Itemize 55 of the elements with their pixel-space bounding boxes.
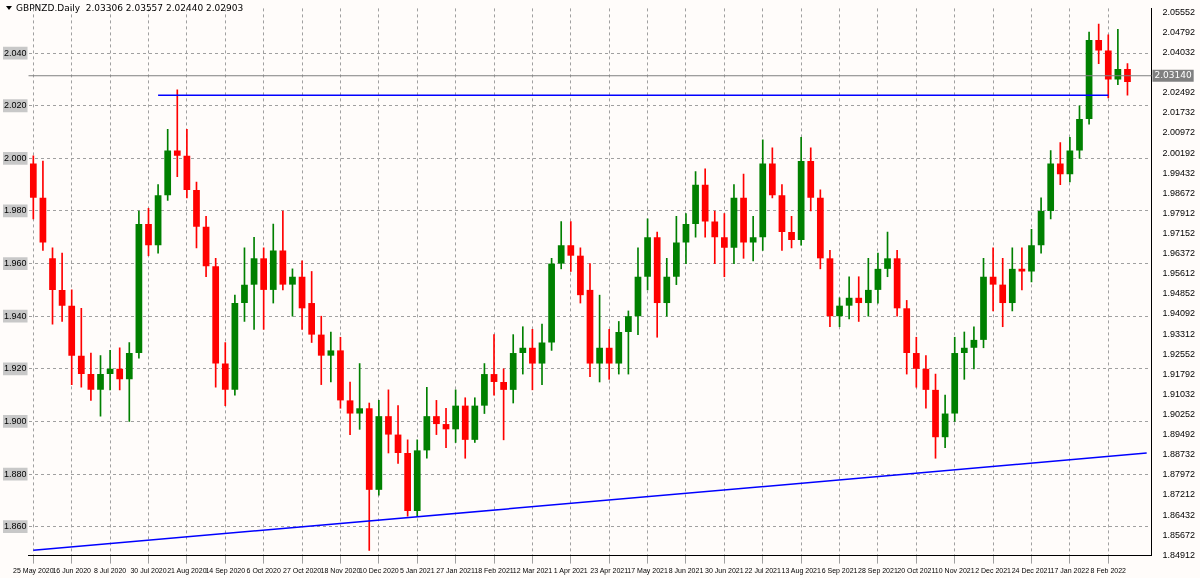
y2-tick-label: 1.89492 <box>1162 429 1196 440</box>
y2-tick-label: 2.00972 <box>1162 127 1196 138</box>
y2-tick-label: 2.00192 <box>1162 147 1196 158</box>
y2-tick-label: 1.85672 <box>1162 529 1196 540</box>
y2-tick-label: 1.96372 <box>1162 248 1196 259</box>
y-tick-label: 1.980 <box>3 205 27 216</box>
candlestick <box>77 307 85 388</box>
y2-tick-label: 1.98672 <box>1162 187 1196 198</box>
y2-tick-label: 2.04032 <box>1162 46 1196 57</box>
y2-tick-label: 2.01732 <box>1162 107 1196 118</box>
candlestick <box>567 221 575 272</box>
y2-tick-label: 1.87972 <box>1162 469 1196 480</box>
candlestick <box>173 89 181 178</box>
y2-tick-label: 1.87212 <box>1162 489 1196 500</box>
candlestick <box>970 326 978 370</box>
ref-line-label: 2.03140 <box>1154 70 1192 81</box>
y2-tick-label: 1.94092 <box>1162 308 1196 319</box>
candlestick <box>989 247 997 312</box>
candlestick <box>519 326 527 375</box>
candlestick <box>1095 23 1103 64</box>
y2-tick-label: 1.92552 <box>1162 348 1196 359</box>
y-tick-label: 1.880 <box>3 468 27 479</box>
y-tick-label: 2.000 <box>3 152 27 163</box>
y2-tick-label: 1.88732 <box>1162 449 1196 460</box>
y2-tick-label: 1.95612 <box>1162 268 1196 279</box>
y-tick-label: 1.940 <box>3 310 27 321</box>
candlestick <box>58 252 66 322</box>
chart-title: GBPNZD.Daily 2.03306 2.03557 2.02440 2.02903 <box>16 3 244 13</box>
y2-tick-label: 1.91032 <box>1162 388 1196 399</box>
candlestick <box>855 276 863 322</box>
y2-tick-label: 2.02492 <box>1162 87 1196 98</box>
candlestick <box>116 347 124 391</box>
y-tick-label: 1.900 <box>3 415 27 426</box>
y-tick-label: 1.920 <box>3 363 27 374</box>
y2-tick-label: 1.97152 <box>1162 227 1196 238</box>
y2-tick-label: 2.04792 <box>1162 26 1196 37</box>
candlestick <box>1056 142 1064 185</box>
y2-tick-label: 1.84912 <box>1162 549 1196 560</box>
y2-tick-label: 1.91792 <box>1162 368 1196 379</box>
y2-tick-label: 1.90252 <box>1162 409 1196 420</box>
y-tick-label: 1.860 <box>3 521 27 532</box>
candlestick <box>960 331 968 380</box>
y2-tick-label: 2.05552 <box>1162 6 1196 17</box>
y2-tick-label: 1.94852 <box>1162 288 1196 299</box>
y2-tick-label: 1.99432 <box>1162 167 1196 178</box>
y-tick-label: 2.020 <box>3 100 27 111</box>
y2-tick-label: 1.86432 <box>1162 509 1196 520</box>
y2-tick-label: 1.93312 <box>1162 328 1196 339</box>
y-tick-label: 2.040 <box>3 47 27 58</box>
candlestick <box>749 215 757 262</box>
y-tick-label: 1.960 <box>3 258 27 269</box>
candlestick <box>845 276 853 320</box>
y2-tick-label: 1.97912 <box>1162 207 1196 218</box>
candlestick <box>327 331 335 383</box>
candlestick <box>490 334 498 396</box>
